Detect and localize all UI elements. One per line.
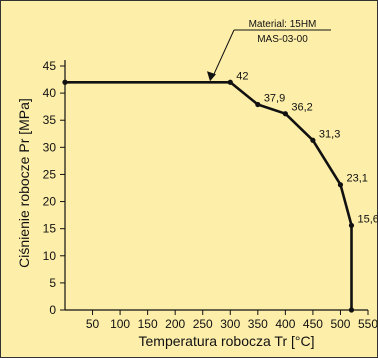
y-tick-label: 5 [49, 276, 56, 290]
y-tick-label: 40 [43, 86, 57, 100]
y-tick-label: 30 [43, 140, 57, 154]
x-tick-label: 150 [138, 317, 158, 331]
data-label: 31,3 [319, 128, 340, 140]
y-tick-label: 45 [43, 59, 57, 73]
annotation-arrowhead [206, 71, 216, 82]
data-label: 15,6 [357, 213, 378, 225]
data-point [62, 79, 68, 85]
x-tick-label: 100 [110, 317, 130, 331]
annotation-material: Material: 15HM [249, 19, 317, 30]
y-tick-label: 15 [43, 222, 57, 236]
data-point [337, 182, 344, 188]
y-tick-label: 35 [43, 113, 57, 127]
data-label: 36,2 [291, 102, 312, 114]
x-tick-label: 550 [358, 317, 378, 331]
x-tick-label: 500 [330, 317, 350, 331]
data-point [227, 79, 233, 85]
x-tick-label: 400 [275, 317, 295, 331]
y-tick-label: 0 [49, 303, 56, 317]
material-annotation: Material: 15HM MAS-03-00 [206, 19, 331, 82]
data-point [282, 111, 288, 117]
chart-axes [60, 60, 369, 315]
x-tick-label: 50 [86, 317, 100, 331]
series-group [62, 79, 355, 313]
data-point [310, 137, 316, 143]
x-tick-label: 250 [193, 317, 213, 331]
y-axis-label: Ciśnienie robocze Pr [MPa] [16, 98, 32, 268]
x-tick-label: 300 [220, 317, 240, 331]
data-label: 42 [236, 70, 248, 82]
annotation-leader [212, 29, 235, 77]
tick-labels: 0 5 10 15 20 25 30 35 40 45 50 100 150 200 250 300 350 40… [43, 59, 378, 331]
data-label: 23,1 [346, 173, 367, 185]
x-axis-label: Temperatura robocza Tr [°C] [139, 333, 315, 349]
y-tick-label: 20 [43, 195, 57, 209]
x-tick-label: 450 [303, 317, 323, 331]
y-tick-label: 10 [43, 249, 57, 263]
annotation-code: MAS-03-00 [257, 34, 308, 45]
y-tick-label: 25 [43, 167, 57, 181]
data-label: 37,9 [264, 92, 285, 104]
series-line [65, 81, 353, 310]
x-tick-label: 200 [165, 317, 185, 331]
data-point [255, 101, 261, 108]
x-tick-label: 350 [248, 317, 268, 331]
data-point [348, 222, 355, 229]
data-labels: 42 37,9 36,2 31,3 23,1 15,6 [236, 70, 378, 225]
data-point [348, 307, 355, 313]
